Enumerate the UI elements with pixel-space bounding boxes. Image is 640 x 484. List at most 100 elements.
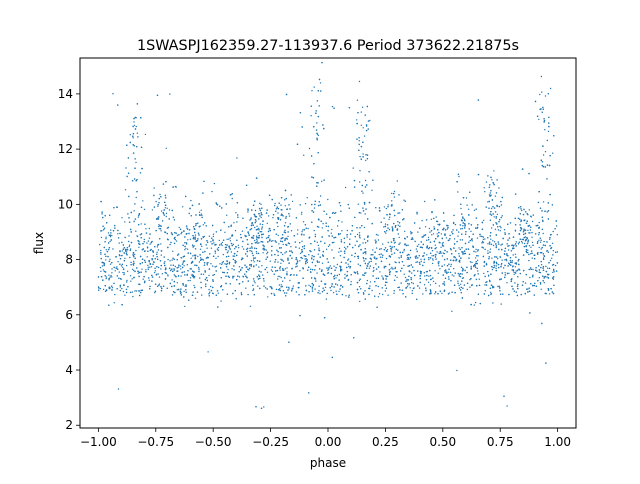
data-point bbox=[340, 267, 342, 269]
data-point bbox=[220, 286, 222, 288]
data-point bbox=[184, 305, 186, 308]
data-point bbox=[366, 240, 369, 242]
data-point bbox=[117, 233, 119, 235]
data-point bbox=[287, 226, 289, 228]
data-point bbox=[397, 212, 399, 214]
data-point bbox=[236, 239, 238, 241]
data-point bbox=[384, 284, 387, 286]
data-point bbox=[519, 229, 522, 232]
data-point bbox=[517, 243, 520, 245]
data-point bbox=[236, 202, 239, 204]
data-point bbox=[206, 262, 208, 264]
data-point bbox=[265, 212, 268, 214]
data-point bbox=[422, 243, 424, 246]
data-point bbox=[508, 237, 511, 239]
data-point bbox=[494, 195, 497, 197]
data-point bbox=[128, 245, 130, 248]
data-point bbox=[181, 231, 183, 234]
data-point bbox=[519, 227, 522, 229]
data-point bbox=[274, 240, 276, 242]
data-point bbox=[357, 203, 359, 205]
data-point bbox=[354, 256, 356, 258]
data-point bbox=[242, 240, 244, 243]
data-point bbox=[165, 215, 167, 218]
data-point bbox=[189, 268, 191, 270]
data-point bbox=[461, 233, 463, 235]
data-point bbox=[459, 248, 461, 251]
data-point bbox=[542, 201, 545, 203]
data-point bbox=[180, 257, 182, 259]
data-point bbox=[134, 203, 136, 205]
data-point bbox=[231, 234, 233, 236]
data-point bbox=[491, 199, 494, 201]
data-point bbox=[278, 243, 280, 245]
data-point bbox=[528, 209, 530, 211]
data-point bbox=[525, 245, 527, 248]
data-point bbox=[160, 268, 162, 270]
data-point bbox=[519, 206, 522, 208]
data-point bbox=[251, 209, 253, 211]
data-point bbox=[542, 253, 545, 255]
data-point bbox=[510, 264, 512, 266]
data-point bbox=[341, 293, 344, 296]
data-point bbox=[295, 258, 297, 260]
data-point bbox=[399, 251, 401, 254]
data-point bbox=[277, 261, 279, 263]
data-point bbox=[311, 210, 313, 212]
data-point bbox=[126, 270, 129, 272]
data-point bbox=[542, 266, 545, 268]
data-point bbox=[286, 286, 288, 288]
data-point bbox=[304, 224, 307, 226]
data-point bbox=[496, 223, 498, 225]
data-point bbox=[198, 234, 200, 236]
data-point bbox=[533, 284, 535, 287]
data-point bbox=[252, 284, 254, 287]
data-point bbox=[262, 220, 264, 222]
data-point bbox=[280, 247, 282, 249]
data-point bbox=[150, 242, 152, 244]
data-point bbox=[331, 356, 334, 359]
data-point bbox=[493, 260, 495, 263]
data-point bbox=[490, 291, 492, 293]
data-point bbox=[300, 233, 303, 236]
data-point bbox=[393, 279, 396, 281]
data-point bbox=[489, 219, 492, 221]
data-point bbox=[271, 198, 273, 201]
data-point bbox=[132, 133, 135, 135]
data-point bbox=[288, 213, 290, 215]
data-point bbox=[195, 214, 197, 216]
data-point bbox=[259, 202, 261, 204]
data-point bbox=[393, 238, 395, 240]
data-point bbox=[172, 250, 174, 252]
data-point bbox=[206, 264, 208, 266]
data-point bbox=[354, 216, 356, 219]
data-point bbox=[478, 284, 481, 287]
data-point bbox=[453, 268, 455, 270]
data-point bbox=[197, 255, 199, 258]
data-point bbox=[206, 240, 208, 242]
data-point bbox=[217, 249, 219, 251]
data-point bbox=[262, 244, 264, 246]
data-point bbox=[433, 217, 435, 220]
data-point bbox=[271, 266, 273, 268]
data-point bbox=[210, 263, 212, 265]
data-point bbox=[317, 244, 320, 247]
data-point bbox=[204, 222, 206, 224]
data-point bbox=[507, 262, 510, 264]
data-point bbox=[265, 237, 268, 239]
data-point bbox=[134, 253, 136, 256]
data-point bbox=[253, 213, 255, 216]
data-point bbox=[132, 254, 135, 257]
data-point bbox=[474, 265, 476, 267]
data-point bbox=[434, 282, 437, 285]
data-point bbox=[101, 211, 103, 213]
data-point bbox=[311, 221, 313, 223]
data-point bbox=[116, 288, 118, 290]
data-point bbox=[423, 272, 425, 274]
data-point bbox=[364, 290, 366, 292]
data-point bbox=[517, 260, 519, 262]
data-point bbox=[132, 125, 134, 128]
data-point bbox=[255, 229, 258, 231]
data-point bbox=[123, 284, 125, 286]
data-point bbox=[441, 255, 444, 257]
